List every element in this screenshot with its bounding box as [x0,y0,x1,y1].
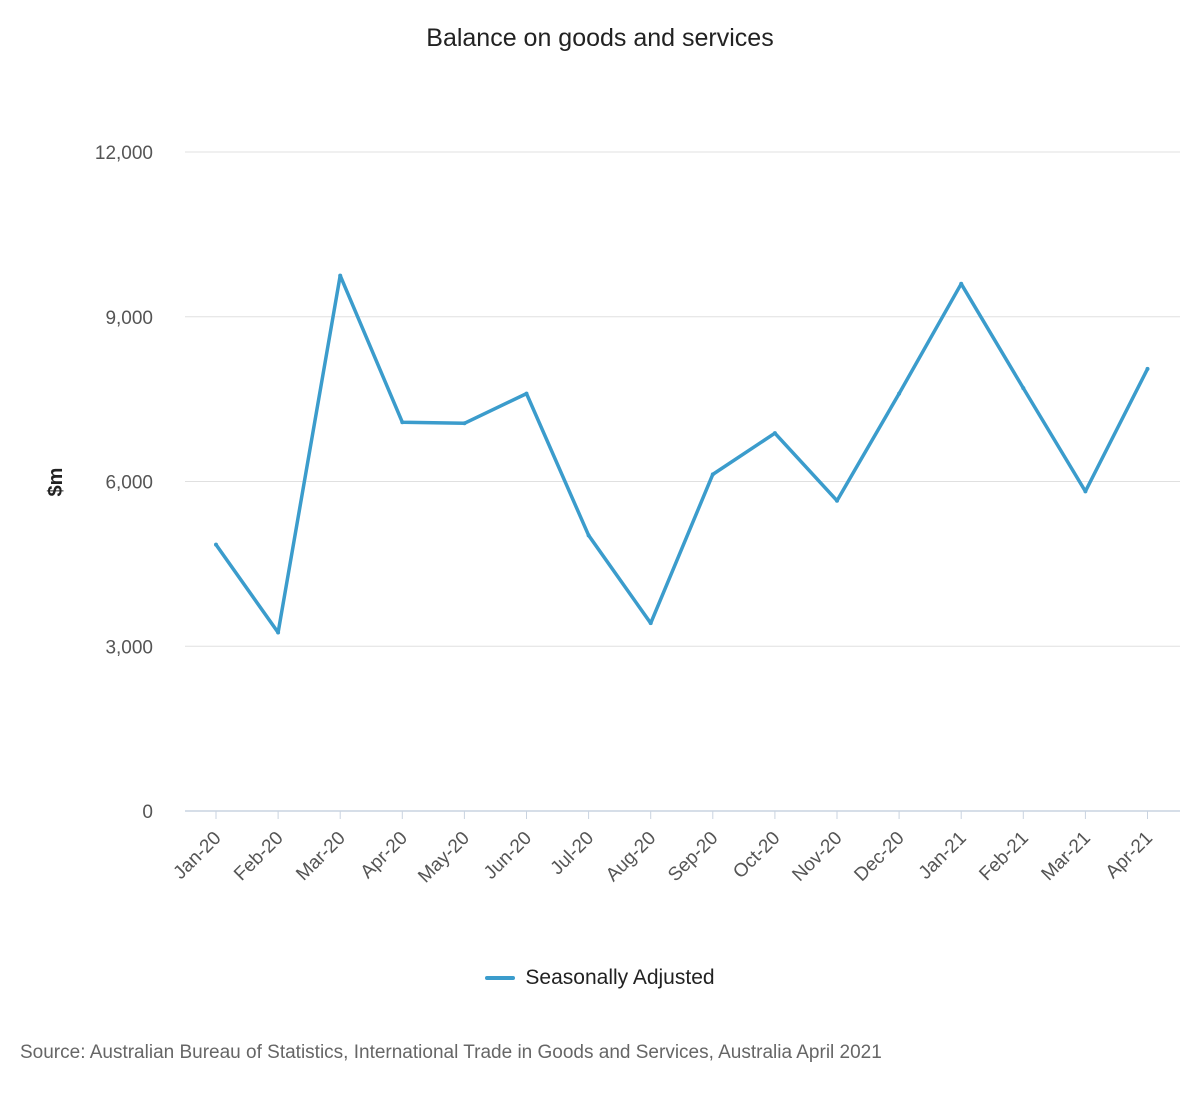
x-tick-label: Apr-21 [1102,828,1157,883]
chart-title: Balance on goods and services [426,24,774,52]
y-axis-label: $m [45,468,67,497]
x-tick-label: Apr-20 [357,828,412,883]
data-point[interactable] [959,281,964,286]
data-point[interactable] [648,621,653,626]
data-point[interactable] [214,542,218,547]
x-tick-label: Sep-20 [664,828,722,886]
x-tick-label: Feb-20 [230,828,287,885]
x-tick-label: Jan-20 [170,828,226,884]
data-point[interactable] [462,421,467,426]
data-point[interactable] [897,391,902,396]
x-tick-label: Mar-21 [1038,828,1095,885]
x-tick-label: Mar-20 [292,828,349,885]
x-tick-label: Jan-21 [915,828,971,884]
data-point[interactable] [710,472,715,477]
x-tick-label: Nov-20 [788,828,846,886]
x-tick-label: Dec-20 [850,828,908,886]
y-tick-label: 9,000 [105,308,153,329]
legend-swatch [485,976,516,980]
data-point[interactable] [586,533,591,538]
data-point[interactable] [772,431,777,436]
data-point[interactable] [1021,386,1026,391]
data-point[interactable] [1145,366,1150,371]
data-point[interactable] [1083,489,1088,494]
legend-label: Seasonally Adjusted [525,966,715,989]
x-tick-label: Jul-20 [547,828,598,879]
data-point[interactable] [276,630,281,635]
series-line[interactable] [214,273,1150,635]
x-tick-label: Feb-21 [975,828,1032,885]
y-tick-label: 0 [142,802,153,823]
data-point[interactable] [400,420,405,425]
data-point[interactable] [338,273,343,278]
data-point[interactable] [524,391,529,396]
x-tick-label: Aug-20 [602,828,660,886]
x-tick-label: Oct-20 [729,828,784,883]
source-note: Source: Australian Bureau of Statistics,… [20,1042,882,1063]
y-tick-label: 6,000 [105,473,153,494]
chart-legend[interactable]: Seasonally Adjusted [0,966,1200,990]
data-point[interactable] [835,498,839,503]
y-tick-label: 3,000 [105,637,153,658]
x-tick-label: Jun-20 [480,828,536,884]
x-tick-label: May-20 [414,828,474,888]
y-tick-label: 12,000 [95,143,153,164]
